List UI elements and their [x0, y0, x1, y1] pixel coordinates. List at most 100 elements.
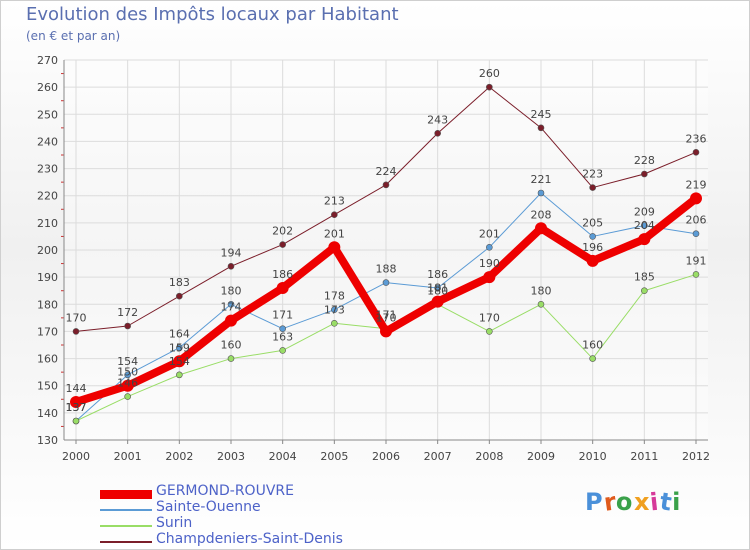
data-label: 150: [117, 366, 138, 379]
data-label: 154: [169, 355, 190, 368]
y-tick-label: 180: [37, 298, 58, 311]
data-label: 219: [686, 178, 707, 191]
data-point: [176, 292, 183, 300]
data-label: 201: [479, 227, 500, 240]
data-label: 172: [117, 306, 138, 319]
data-label: 221: [531, 173, 552, 186]
data-point: [537, 189, 545, 197]
data-label: 160: [221, 339, 242, 352]
data-label: 144: [66, 382, 87, 395]
data-point: [227, 355, 235, 362]
legend-swatch: [100, 525, 152, 527]
legend-swatch: [100, 489, 152, 499]
data-point: [431, 295, 444, 308]
data-label: 224: [376, 165, 397, 178]
x-tick-label: 2003: [217, 450, 245, 463]
data-point: [641, 287, 648, 295]
data-point: [486, 243, 493, 251]
data-point: [331, 319, 338, 327]
legend-label: Sainte-Ouenne: [156, 499, 261, 515]
data-label: 178: [324, 290, 345, 303]
x-tick-label: 2012: [682, 450, 710, 463]
data-point: [227, 300, 235, 308]
x-tick-label: 2002: [165, 450, 193, 463]
legend-label: Surin: [156, 515, 193, 531]
data-point: [72, 417, 80, 425]
data-label: 183: [169, 276, 190, 289]
data-point: [124, 371, 131, 379]
data-point: [331, 306, 338, 314]
data-point: [641, 222, 648, 229]
data-point: [173, 355, 186, 368]
x-tick-label: 2007: [424, 450, 452, 463]
data-point: [72, 328, 80, 335]
data-point: [589, 233, 596, 240]
data-point: [70, 396, 82, 408]
data-label: 185: [634, 271, 655, 284]
data-label: 171: [272, 309, 293, 322]
data-label: 188: [376, 263, 397, 276]
x-tick-label: 2011: [630, 450, 658, 463]
y-tick-label: 210: [37, 217, 58, 230]
data-point: [279, 347, 286, 354]
y-tick-label: 190: [37, 271, 58, 284]
x-tick-label: 2009: [527, 450, 555, 463]
y-tick-label: 230: [37, 163, 58, 176]
legend-swatch: [100, 509, 152, 511]
data-label: 191: [686, 254, 707, 267]
data-label: 206: [686, 214, 707, 227]
data-point: [434, 129, 441, 137]
data-label: 243: [427, 113, 448, 126]
y-tick-label: 250: [37, 108, 58, 121]
data-label: 245: [531, 108, 552, 121]
legend-item: GERMOND-ROUVRE: [100, 483, 400, 502]
data-label: 260: [479, 67, 500, 80]
data-point: [434, 284, 441, 292]
x-tick-label: 2005: [320, 450, 348, 463]
y-tick-label: 140: [37, 407, 58, 420]
data-label: 180: [221, 284, 242, 297]
data-label: 208: [531, 208, 552, 221]
data-point: [535, 222, 547, 235]
y-tick-label: 240: [37, 135, 58, 148]
data-point: [124, 393, 131, 400]
legend-item: Surin: [100, 515, 400, 534]
data-point: [279, 325, 286, 333]
y-tick-label: 200: [37, 244, 58, 257]
data-point: [328, 241, 341, 254]
x-tick-label: 2006: [372, 450, 400, 463]
data-point: [692, 271, 700, 278]
data-point: [382, 181, 390, 189]
x-tick-label: 2008: [475, 450, 503, 463]
data-point: [692, 148, 700, 156]
y-tick-label: 270: [37, 54, 58, 67]
data-label: 196: [582, 241, 603, 254]
data-point: [692, 230, 700, 238]
x-tick-label: 2001: [114, 450, 142, 463]
data-point: [331, 211, 338, 219]
data-label: 154: [117, 355, 138, 368]
data-point: [380, 325, 392, 338]
data-label: 209: [634, 206, 655, 219]
proxiti-logo: Proxiti: [585, 487, 682, 517]
data-label: 186: [427, 268, 448, 281]
data-label: 186: [272, 268, 293, 281]
data-point: [537, 124, 545, 132]
data-point: [124, 322, 131, 330]
data-label: 173: [324, 303, 345, 316]
data-point: [176, 371, 183, 379]
legend-label: Champdeniers-Saint-Denis: [156, 531, 343, 547]
legend-item: Sainte-Ouenne: [100, 499, 400, 518]
data-label: 170: [479, 311, 500, 324]
data-point: [483, 271, 496, 284]
legend-label: GERMOND-ROUVRE: [156, 483, 294, 499]
chart-subtitle: (en € et par an): [26, 29, 121, 43]
y-tick-label: 160: [37, 353, 58, 366]
data-point: [537, 300, 545, 308]
data-label: 137: [66, 401, 87, 414]
legend: GERMOND-ROUVRE Sainte-Ouenne Surin Champden…: [100, 483, 400, 550]
data-point: [641, 170, 648, 178]
data-label: 223: [582, 168, 603, 181]
data-label: 205: [582, 216, 603, 229]
